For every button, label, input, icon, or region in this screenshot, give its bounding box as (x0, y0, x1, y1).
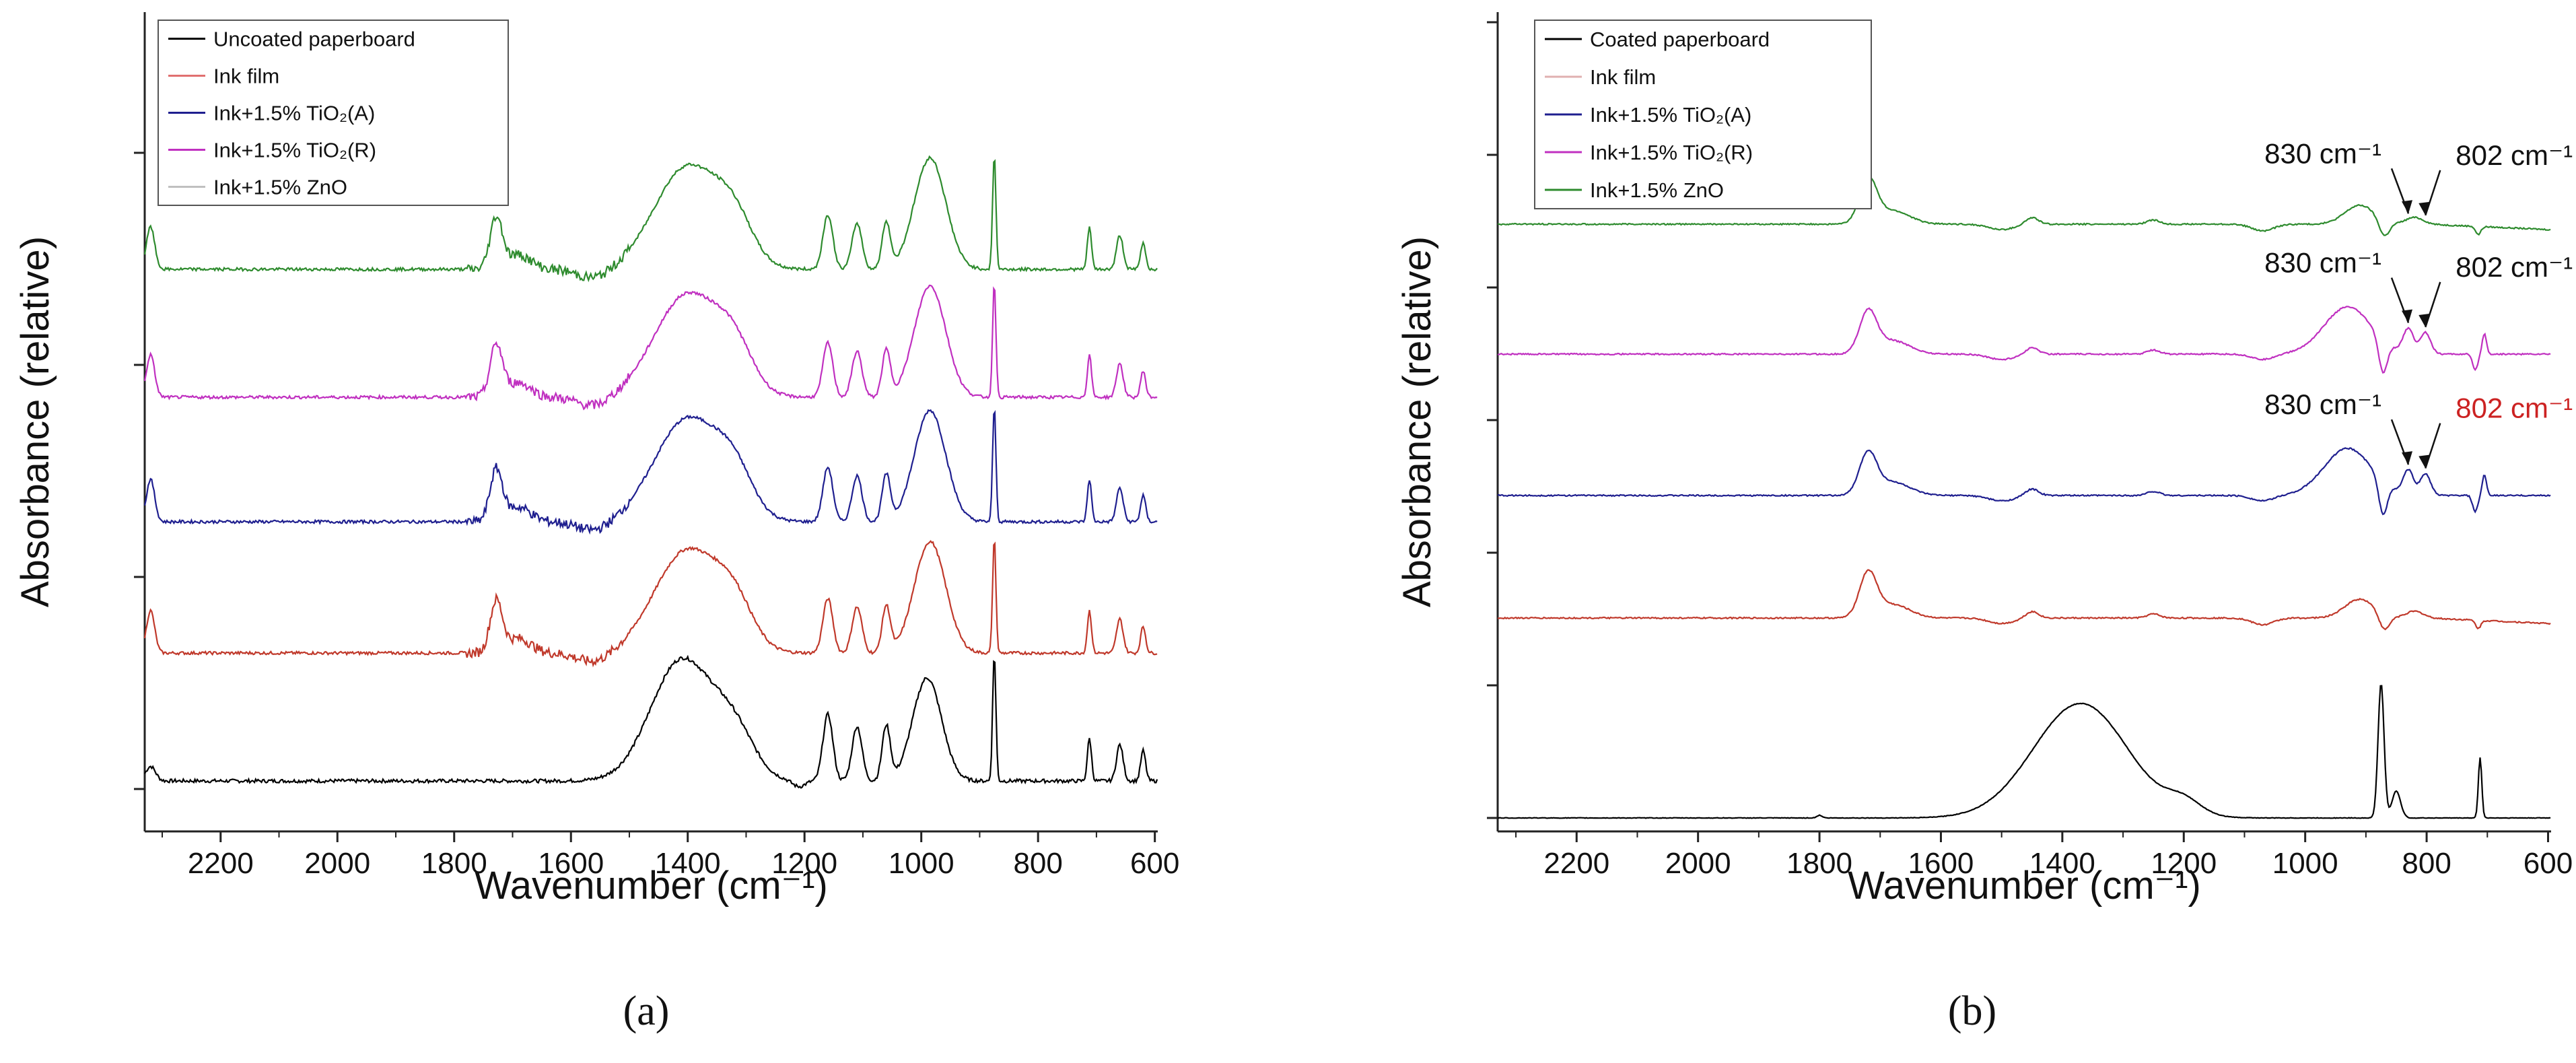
x-tick-label: 800 (2402, 847, 2451, 880)
annotation-arrow (2425, 281, 2441, 328)
annotation-arrowhead (2402, 309, 2413, 323)
series-line-2 (143, 540, 1158, 668)
x-tick-label: 1800 (421, 847, 487, 880)
annotation-label: 802 cm⁻¹ (2456, 251, 2573, 283)
x-tick-label: 2200 (188, 847, 254, 880)
annotation-label: 802 cm⁻¹ (2456, 392, 2573, 424)
x-tick-label: 1000 (2272, 847, 2338, 880)
x-tick-label: 600 (2523, 847, 2573, 880)
legend-label: Ink+1.5% ZnO (213, 176, 347, 199)
series-line-2 (1497, 569, 2551, 631)
x-tick-label: 800 (1013, 847, 1062, 880)
annotation-arrowhead (2402, 451, 2413, 465)
x-axis-title: Wavenumber (cm⁻¹) (1848, 864, 2201, 907)
panel-label-a: (a) (623, 988, 670, 1034)
panel-label-b: (b) (1948, 988, 1996, 1034)
x-tick-label: 2200 (1543, 847, 1609, 880)
annotation-arrowhead (2418, 313, 2430, 327)
legend-label: Ink+1.5% TiO₂(A) (213, 102, 375, 125)
legend-label: Ink+1.5% TiO₂(A) (1590, 103, 1751, 127)
x-tick-label: 2000 (304, 847, 370, 880)
annotation-arrow (2425, 170, 2441, 216)
panel-a: 2200 2000 1800 1600 1400 1200 1000 800 600 Wavenu… (13, 12, 1179, 907)
series-line-1 (1497, 685, 2551, 819)
x-tick-label: 1800 (1786, 847, 1852, 880)
legend-box (1534, 20, 1872, 209)
annotation-label: 830 cm⁻¹ (2264, 137, 2381, 169)
x-tick-label: 2000 (1665, 847, 1731, 880)
x-axis-title: Wavenumber (cm⁻¹) (475, 864, 828, 907)
legend-box (158, 20, 509, 206)
y-axis-title: Absorbance (relative) (1395, 236, 1439, 607)
legend-label: Ink+1.5% TiO₂(R) (1590, 141, 1753, 164)
series-line-3 (143, 409, 1158, 535)
legend-label: Uncoated paperboard (213, 28, 415, 51)
annotation-arrowhead (2418, 201, 2430, 215)
series-line-5 (143, 155, 1158, 283)
annotation-arrowhead (2402, 200, 2413, 214)
annotation-label: 830 cm⁻¹ (2264, 247, 2381, 279)
series-line-4 (1497, 306, 2551, 374)
annotation-arrowhead (2418, 454, 2430, 469)
series-line-3 (1497, 447, 2551, 516)
annotation-label: 830 cm⁻¹ (2264, 388, 2381, 420)
annotation-label: 802 cm⁻¹ (2456, 139, 2573, 171)
x-tick-label: 600 (1130, 847, 1179, 880)
x-tick-label: 1000 (889, 847, 954, 880)
x-tick-label: 1400 (655, 847, 721, 880)
legend-label: Ink+1.5% ZnO (1590, 178, 1724, 202)
y-axis-title: Absorbance (relative) (13, 236, 57, 607)
series-line-4 (143, 284, 1158, 411)
annotation-arrow (2425, 423, 2441, 469)
legend-label: Ink+1.5% TiO₂(R) (213, 139, 376, 162)
x-tick-label: 1200 (2151, 847, 2217, 880)
series-line-1 (144, 654, 1158, 789)
x-tick-label: 1200 (771, 847, 837, 880)
x-tick-label: 1400 (2029, 847, 2095, 880)
legend-label: Ink film (213, 65, 279, 88)
x-tick-label: 1600 (538, 847, 604, 880)
legend-label: Ink film (1590, 65, 1656, 89)
panel-b: 2200 2000 1800 1600 1400 1200 1000 800 600 Wavenu… (1395, 12, 2573, 907)
legend-label: Coated paperboard (1590, 28, 1770, 51)
series-line-5 (1497, 174, 2551, 236)
x-tick-label: 1600 (1908, 847, 1974, 880)
